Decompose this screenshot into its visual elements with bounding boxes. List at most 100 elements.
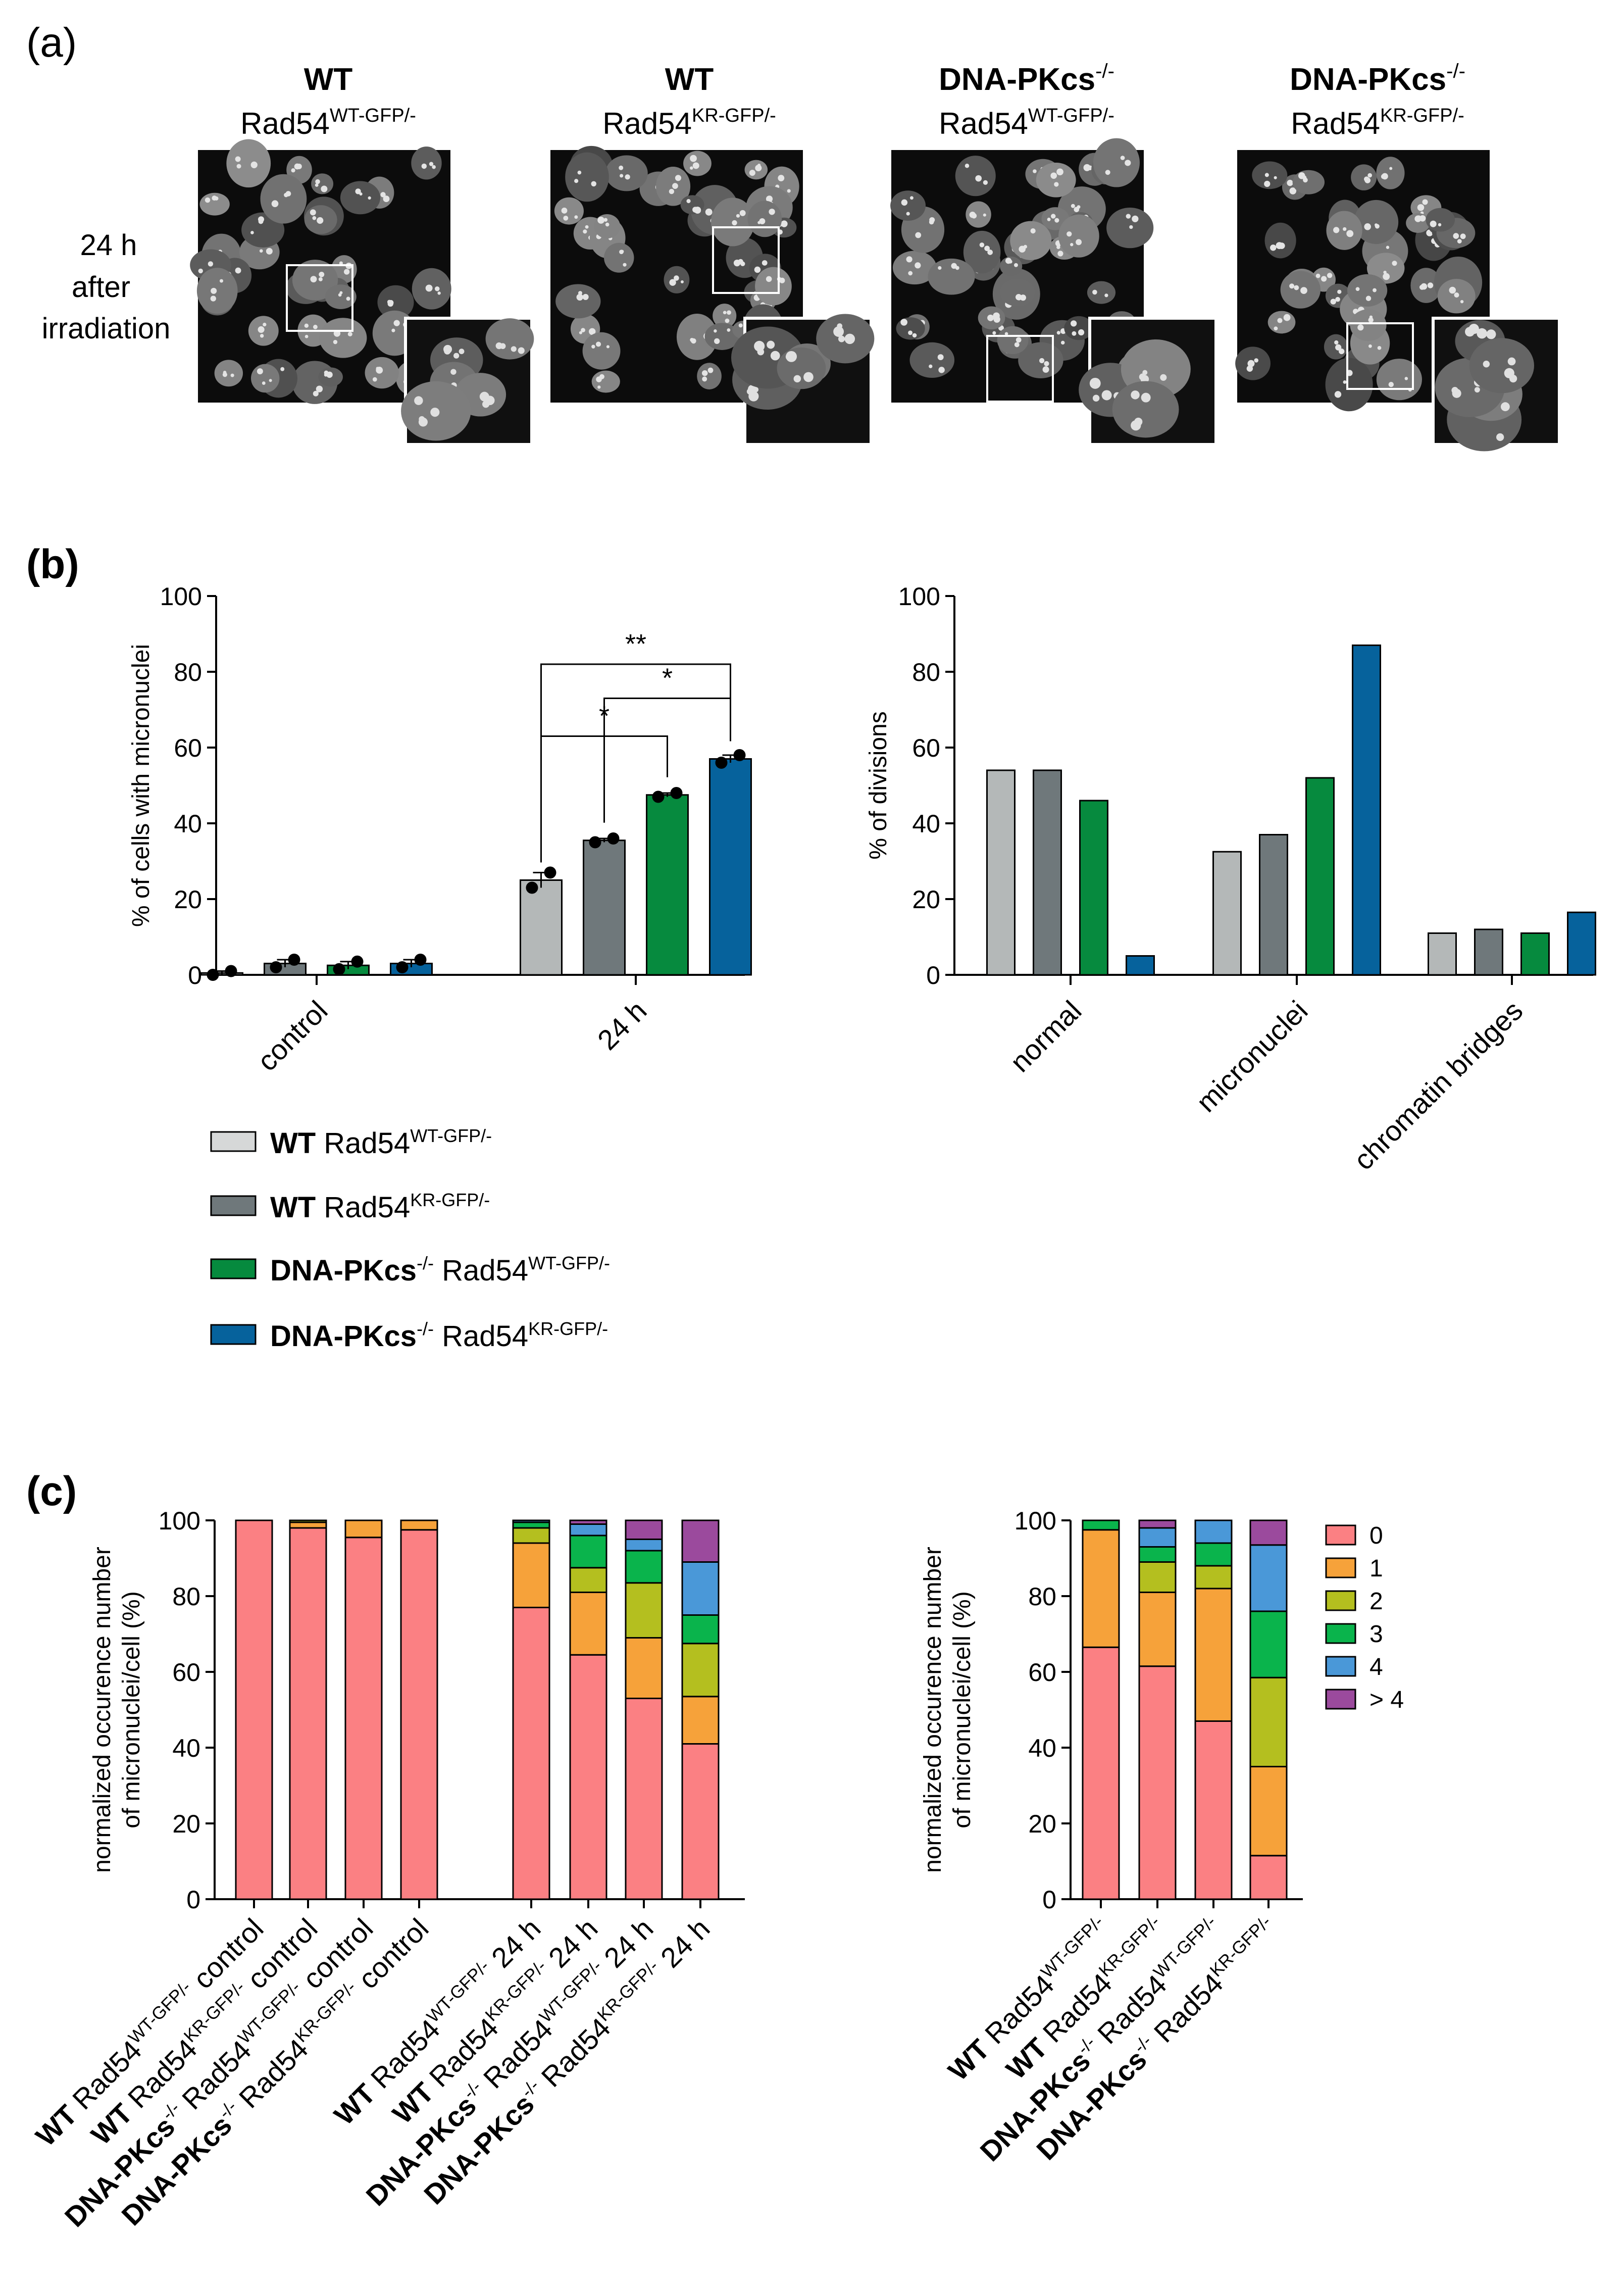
focus-dot xyxy=(1343,227,1347,231)
focus-dot xyxy=(1104,293,1108,298)
zoom-box xyxy=(986,335,1054,403)
focus-dot xyxy=(574,215,578,219)
x-tick-label: chromatin bridges xyxy=(1347,995,1529,1176)
focus-dot xyxy=(1457,239,1462,244)
label-bold-sup: -/- xyxy=(417,1318,434,1339)
focus-dot xyxy=(1368,344,1372,348)
nucleus xyxy=(411,146,442,180)
focus-dot xyxy=(372,377,377,382)
bar xyxy=(1352,645,1381,976)
data-point xyxy=(288,954,300,966)
y-axis-title: % of cells with micronuclei xyxy=(128,644,155,927)
focus-dot xyxy=(1078,329,1085,336)
stack-segment xyxy=(625,1539,663,1552)
focus-dot xyxy=(951,263,957,269)
focus-dot xyxy=(582,293,589,300)
stack-segment xyxy=(681,1643,720,1698)
focus-dot-zoom xyxy=(1131,390,1140,400)
focus-dot xyxy=(603,218,608,222)
data-point xyxy=(607,832,620,845)
focus-dot xyxy=(1449,286,1456,294)
condition-title-main: DNA-PKcs xyxy=(1290,62,1446,97)
focus-dot xyxy=(1120,156,1125,160)
nucleus xyxy=(1000,278,1035,307)
focus-dot xyxy=(1039,358,1045,364)
focus-dot xyxy=(1274,326,1278,331)
y-tick-label: 20 xyxy=(174,885,202,914)
focus-dot xyxy=(749,170,755,176)
focus-dot xyxy=(1383,273,1390,280)
nucleus xyxy=(890,190,926,221)
data-point xyxy=(270,961,282,973)
stack-segment xyxy=(569,1592,607,1656)
zoom-box xyxy=(286,264,353,332)
focus-dot xyxy=(901,199,908,206)
focus-dot xyxy=(1460,233,1466,239)
focus-dot-zoom xyxy=(1092,394,1100,402)
focus-dot xyxy=(219,279,223,283)
focus-dot xyxy=(1392,261,1397,266)
focus-dot xyxy=(576,293,583,301)
focus-dot xyxy=(1042,366,1049,373)
stack-segment xyxy=(1194,1519,1233,1544)
condition-title-main: WT xyxy=(304,62,353,97)
stack-segment xyxy=(1194,1588,1233,1722)
focus-dot xyxy=(561,208,568,214)
stack-segment xyxy=(512,1527,550,1544)
stack-segment xyxy=(1138,1592,1177,1667)
bar xyxy=(1567,911,1596,976)
focus-dot-zoom xyxy=(414,396,423,405)
significance-label: * xyxy=(599,701,610,731)
focus-dot xyxy=(391,328,395,332)
focus-dot xyxy=(1050,214,1056,219)
focus-dot xyxy=(984,245,990,252)
focus-dot xyxy=(906,256,912,263)
focus-dot xyxy=(740,261,745,266)
significance-label: ** xyxy=(625,629,646,659)
nucleus xyxy=(909,342,955,378)
focus-dot-zoom xyxy=(786,351,797,362)
data-point xyxy=(333,963,345,975)
x-tick-label: control xyxy=(251,995,333,1077)
legend-swatch xyxy=(1325,1689,1356,1710)
label-text: Rad54 xyxy=(434,1320,528,1353)
data-point xyxy=(670,787,683,799)
focus-dot xyxy=(304,323,309,328)
nucleus xyxy=(1376,157,1405,189)
focus-dot-zoom xyxy=(453,353,460,359)
nucleus xyxy=(365,357,399,389)
focus-dot xyxy=(1438,223,1442,227)
panel-label-c: (c) xyxy=(26,1468,77,1514)
focus-dot xyxy=(236,164,241,169)
focus-dot xyxy=(910,196,914,200)
data-point xyxy=(207,969,219,981)
focus-dot xyxy=(259,249,263,253)
stack-segment xyxy=(512,1542,550,1608)
focus-dot xyxy=(732,220,737,226)
focus-dot xyxy=(383,195,390,203)
data-point xyxy=(351,955,364,968)
focus-dot-zoom xyxy=(838,335,845,342)
stack-segment xyxy=(569,1534,607,1569)
legend-label: 2 xyxy=(1369,1588,1383,1615)
nucleus xyxy=(377,285,414,320)
focus-dot xyxy=(1321,276,1327,282)
focus-dot xyxy=(1071,204,1075,208)
focus-dot xyxy=(979,242,985,247)
significance-bracket xyxy=(603,698,731,823)
focus-dot-zoom xyxy=(518,347,525,354)
focus-dot xyxy=(257,368,263,375)
focus-dot xyxy=(674,275,679,281)
y-tick-label: 60 xyxy=(174,734,202,762)
focus-dot xyxy=(1070,243,1074,246)
nucleus xyxy=(1252,161,1288,189)
nucleus xyxy=(966,201,991,228)
condition-title-main: DNA-PKcs xyxy=(939,62,1095,97)
focus-dot xyxy=(1337,289,1342,294)
zoom-box xyxy=(1346,322,1414,390)
stack-segment xyxy=(569,1523,607,1537)
focus-dot xyxy=(1020,294,1027,301)
bar xyxy=(709,758,752,976)
label-sup: KR-GFP/- xyxy=(410,1190,490,1210)
